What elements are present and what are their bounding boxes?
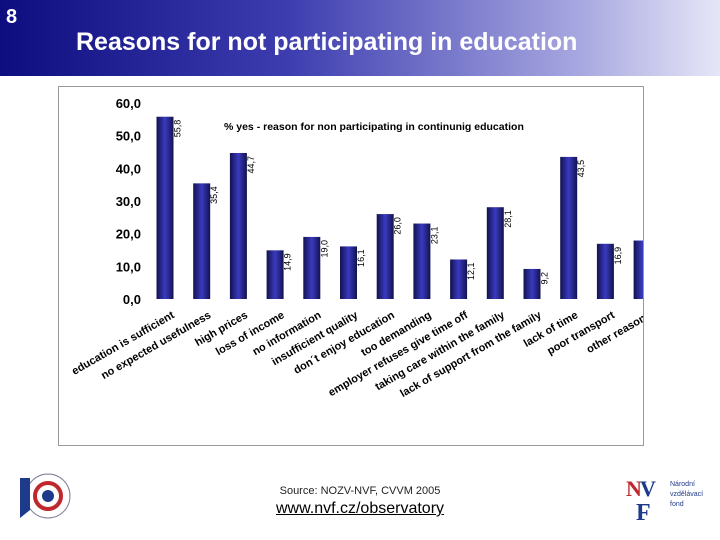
slide-number: 8 <box>6 6 18 28</box>
bar <box>229 152 247 299</box>
bar-value-label: 23,1 <box>429 227 439 245</box>
svg-text:V: V <box>640 476 656 501</box>
bar-value-label: 55,8 <box>173 120 183 138</box>
bar <box>193 183 211 299</box>
y-tick-label: 10,0 <box>116 259 141 274</box>
bar <box>450 259 468 299</box>
chart-title: % yes - reason for non participating in … <box>224 121 524 133</box>
bar-value-label: 28,1 <box>503 210 513 228</box>
bar-value-label: 14,9 <box>283 253 293 271</box>
chart-area: 0,0 10,0 20,0 30,0 40,0 50,0 60,0 55,8 35,4 44,7… <box>58 86 644 446</box>
nvf-logo-line-1: Národní <box>670 481 695 488</box>
svg-text:F: F <box>636 500 651 524</box>
header-banner: 8 Reasons for not participating in educa… <box>0 0 720 76</box>
bar <box>413 223 431 299</box>
bar <box>633 240 643 299</box>
bar <box>486 207 504 299</box>
y-tick-label: 20,0 <box>116 227 141 242</box>
nvf-logo: N V F Národní vzdělávací fond <box>626 474 712 524</box>
bar-value-label: 26,0 <box>393 217 403 235</box>
bar <box>376 214 394 299</box>
bar-value-label: 19,0 <box>319 240 329 258</box>
bar-value-label: 9,2 <box>540 272 550 285</box>
bar <box>560 156 578 299</box>
bar <box>596 243 614 299</box>
bar-chart: 0,0 10,0 20,0 30,0 40,0 50,0 60,0 55,8 35,4 44,7… <box>70 96 643 400</box>
nozv-logo <box>12 470 84 526</box>
bar <box>156 116 174 299</box>
bar <box>303 236 321 299</box>
bar <box>523 268 541 299</box>
observatory-link[interactable]: www.nvf.cz/observatory <box>275 500 445 517</box>
y-tick-label: 30,0 <box>116 194 141 209</box>
y-tick-label: 50,0 <box>116 129 141 144</box>
nvf-logo-line-3: fond <box>670 501 684 508</box>
source-note: Source: NOZV-NVF, CVVM 2005 <box>279 485 441 497</box>
y-tick-label: 0,0 <box>123 292 141 307</box>
svg-text:N: N <box>626 476 642 501</box>
nvf-logo-line-2: vzdělávací <box>670 491 703 498</box>
bar-value-label: 43,5 <box>576 160 586 178</box>
y-tick-label: 40,0 <box>116 161 141 176</box>
bar <box>340 246 357 299</box>
bar-value-label: 35,4 <box>209 186 219 204</box>
bar-value-label: 12,1 <box>466 262 476 280</box>
bar-value-label: 16,1 <box>356 249 366 267</box>
bar-value-label: 44,7 <box>246 156 256 174</box>
y-tick-label: 60,0 <box>116 96 141 111</box>
slide-title: Reasons for not participating in educati… <box>76 28 578 56</box>
bar-value-label: 16,9 <box>613 247 623 265</box>
bar <box>266 250 284 299</box>
